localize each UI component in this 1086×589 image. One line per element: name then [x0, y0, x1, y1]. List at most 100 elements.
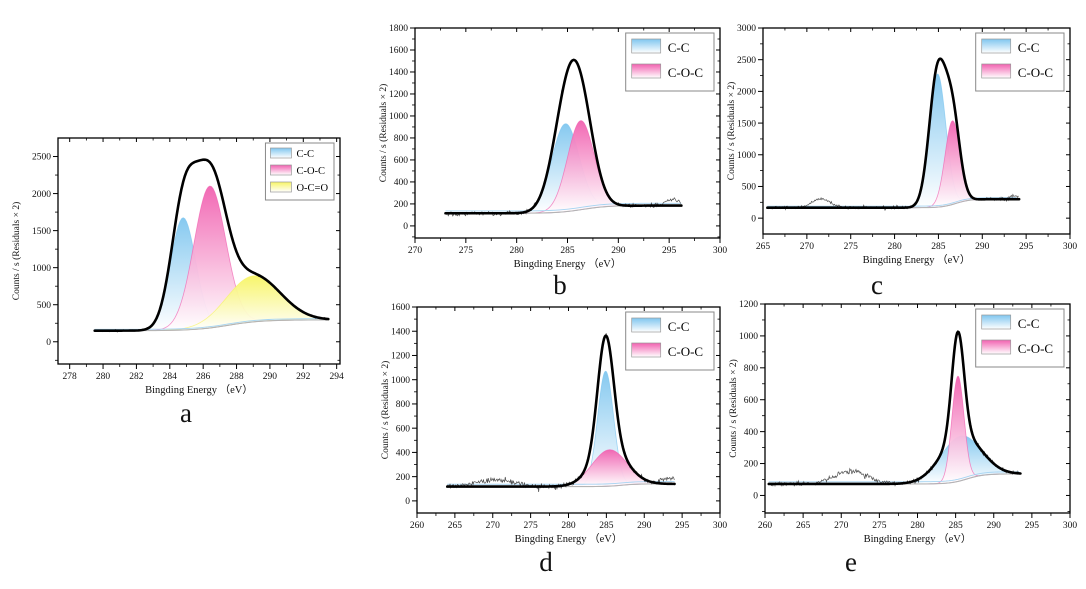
svg-text:295: 295 [1025, 521, 1040, 531]
svg-text:295: 295 [662, 246, 677, 256]
svg-text:290: 290 [987, 521, 1002, 531]
svg-text:400: 400 [396, 449, 411, 459]
svg-text:300: 300 [713, 246, 728, 256]
svg-text:290: 290 [263, 372, 278, 382]
svg-text:200: 200 [744, 460, 759, 470]
legend-label: C-O-C [1018, 65, 1053, 80]
svg-text:800: 800 [394, 134, 409, 144]
legend-label: C-C [668, 319, 690, 334]
svg-text:270: 270 [486, 521, 501, 531]
svg-text:300: 300 [1063, 242, 1078, 252]
legend: C-C C-O-C [975, 308, 1065, 368]
legend-label: C-O-C [296, 166, 325, 177]
y-axis-label: Counts / s (Residuals × 2) [728, 359, 739, 458]
legend: C-C C-O-C [625, 32, 715, 92]
svg-text:285: 285 [560, 246, 575, 256]
svg-text:1500: 1500 [32, 227, 51, 237]
panel-b: 270 275 280 285 290 295 300 0 200 400 600 800 1000 12… [375, 4, 728, 280]
svg-text:280: 280 [887, 242, 902, 252]
svg-text:1400: 1400 [391, 327, 410, 337]
legend-label: O-C=O [296, 183, 328, 194]
legend-label: C-O-C [668, 65, 703, 80]
svg-text:260: 260 [410, 521, 425, 531]
svg-text:400: 400 [744, 428, 759, 438]
svg-text:265: 265 [796, 521, 811, 531]
svg-text:285: 285 [931, 242, 946, 252]
svg-text:278: 278 [63, 372, 78, 382]
svg-text:280: 280 [96, 372, 111, 382]
panel-d: 260 265 270 275 280 285 290 295 300 0 200 400 600 800… [377, 283, 727, 555]
x-axis-label: Bingding Energy （eV） [145, 384, 253, 396]
svg-text:280: 280 [561, 521, 576, 531]
panel-caption-a: a [180, 398, 192, 428]
svg-text:200: 200 [396, 473, 411, 483]
svg-text:2000: 2000 [32, 190, 51, 200]
legend-label: C-O-C [668, 344, 703, 359]
svg-text:2500: 2500 [32, 153, 51, 163]
y-axis-label: Counts / s (Residuals × 2) [380, 361, 391, 460]
svg-text:292: 292 [296, 372, 311, 382]
svg-text:285: 285 [949, 521, 964, 531]
svg-text:1000: 1000 [32, 264, 51, 274]
svg-text:288: 288 [229, 372, 244, 382]
svg-text:1500: 1500 [737, 119, 756, 129]
svg-text:286: 286 [196, 372, 211, 382]
svg-text:400: 400 [394, 178, 409, 188]
svg-text:200: 200 [394, 200, 409, 210]
svg-text:1000: 1000 [737, 151, 756, 161]
legend-label: C-C [296, 149, 314, 160]
svg-text:275: 275 [524, 521, 539, 531]
svg-text:280: 280 [910, 521, 925, 531]
svg-text:500: 500 [37, 301, 52, 311]
panel-caption-e: e [845, 547, 857, 577]
svg-text:1000: 1000 [391, 376, 410, 386]
legend-label: C-O-C [1018, 341, 1053, 356]
svg-text:295: 295 [675, 521, 690, 531]
svg-text:800: 800 [396, 400, 411, 410]
svg-text:800: 800 [744, 364, 759, 374]
svg-text:290: 290 [611, 246, 626, 256]
panel-caption-b: b [553, 270, 567, 300]
legend-label: C-C [1018, 40, 1040, 55]
svg-text:285: 285 [599, 521, 614, 531]
svg-text:275: 275 [872, 521, 887, 531]
svg-text:290: 290 [975, 242, 990, 252]
svg-text:1600: 1600 [391, 303, 410, 313]
x-axis-label: Bingding Energy （eV） [515, 533, 623, 545]
svg-text:500: 500 [742, 183, 757, 193]
svg-text:3000: 3000 [737, 24, 756, 34]
panel-a: 278 280 282 284 286 288 290 292 294 0 500 1000 1500 2… [8, 106, 360, 408]
y-axis-label: Counts / s (Residuals × 2) [726, 82, 737, 181]
svg-text:2000: 2000 [737, 88, 756, 98]
svg-text:1400: 1400 [389, 68, 408, 78]
chart-b: 270 275 280 285 290 295 300 0 200 400 600 800 1000 12… [378, 24, 728, 270]
chart-c: 265 270 275 280 285 290 295 3000500100015002000… [726, 24, 1078, 266]
svg-text:1000: 1000 [739, 332, 758, 342]
svg-text:295: 295 [1019, 242, 1034, 252]
svg-text:265: 265 [756, 242, 771, 252]
chart-a: 278 280 282 284 286 288 290 292 294 0 500 1000 1500 2… [11, 137, 345, 396]
chart-e: 260 265 270 275 280 285 290 295 300 0 200 400 600 800… [728, 300, 1078, 545]
svg-text:294: 294 [330, 372, 345, 382]
svg-text:1000: 1000 [389, 112, 408, 122]
svg-text:1200: 1200 [739, 300, 758, 310]
svg-text:1800: 1800 [389, 24, 408, 34]
legend: C-C C-O-C O-C=O [264, 142, 335, 201]
legend-label: C-C [1018, 316, 1040, 331]
chart-d: 260 265 270 275 280 285 290 295 300 0 200 400 600 800… [380, 303, 727, 545]
panel-caption-d: d [539, 547, 553, 577]
svg-text:270: 270 [800, 242, 815, 252]
svg-text:284: 284 [163, 372, 178, 382]
svg-text:1200: 1200 [389, 90, 408, 100]
svg-text:0: 0 [751, 214, 756, 224]
svg-text:260: 260 [758, 521, 773, 531]
panel-caption-c: c [871, 270, 883, 300]
svg-text:0: 0 [753, 492, 758, 502]
svg-text:300: 300 [1063, 521, 1078, 531]
svg-text:600: 600 [394, 156, 409, 166]
svg-text:600: 600 [396, 424, 411, 434]
svg-text:1200: 1200 [391, 352, 410, 362]
panel-e: 260 265 270 275 280 285 290 295 300 0 200 400 600 800… [725, 283, 1078, 555]
panel-c: 265 270 275 280 285 290 295 300 0 500 1000 1500 2000… [723, 4, 1078, 272]
svg-text:275: 275 [459, 246, 474, 256]
